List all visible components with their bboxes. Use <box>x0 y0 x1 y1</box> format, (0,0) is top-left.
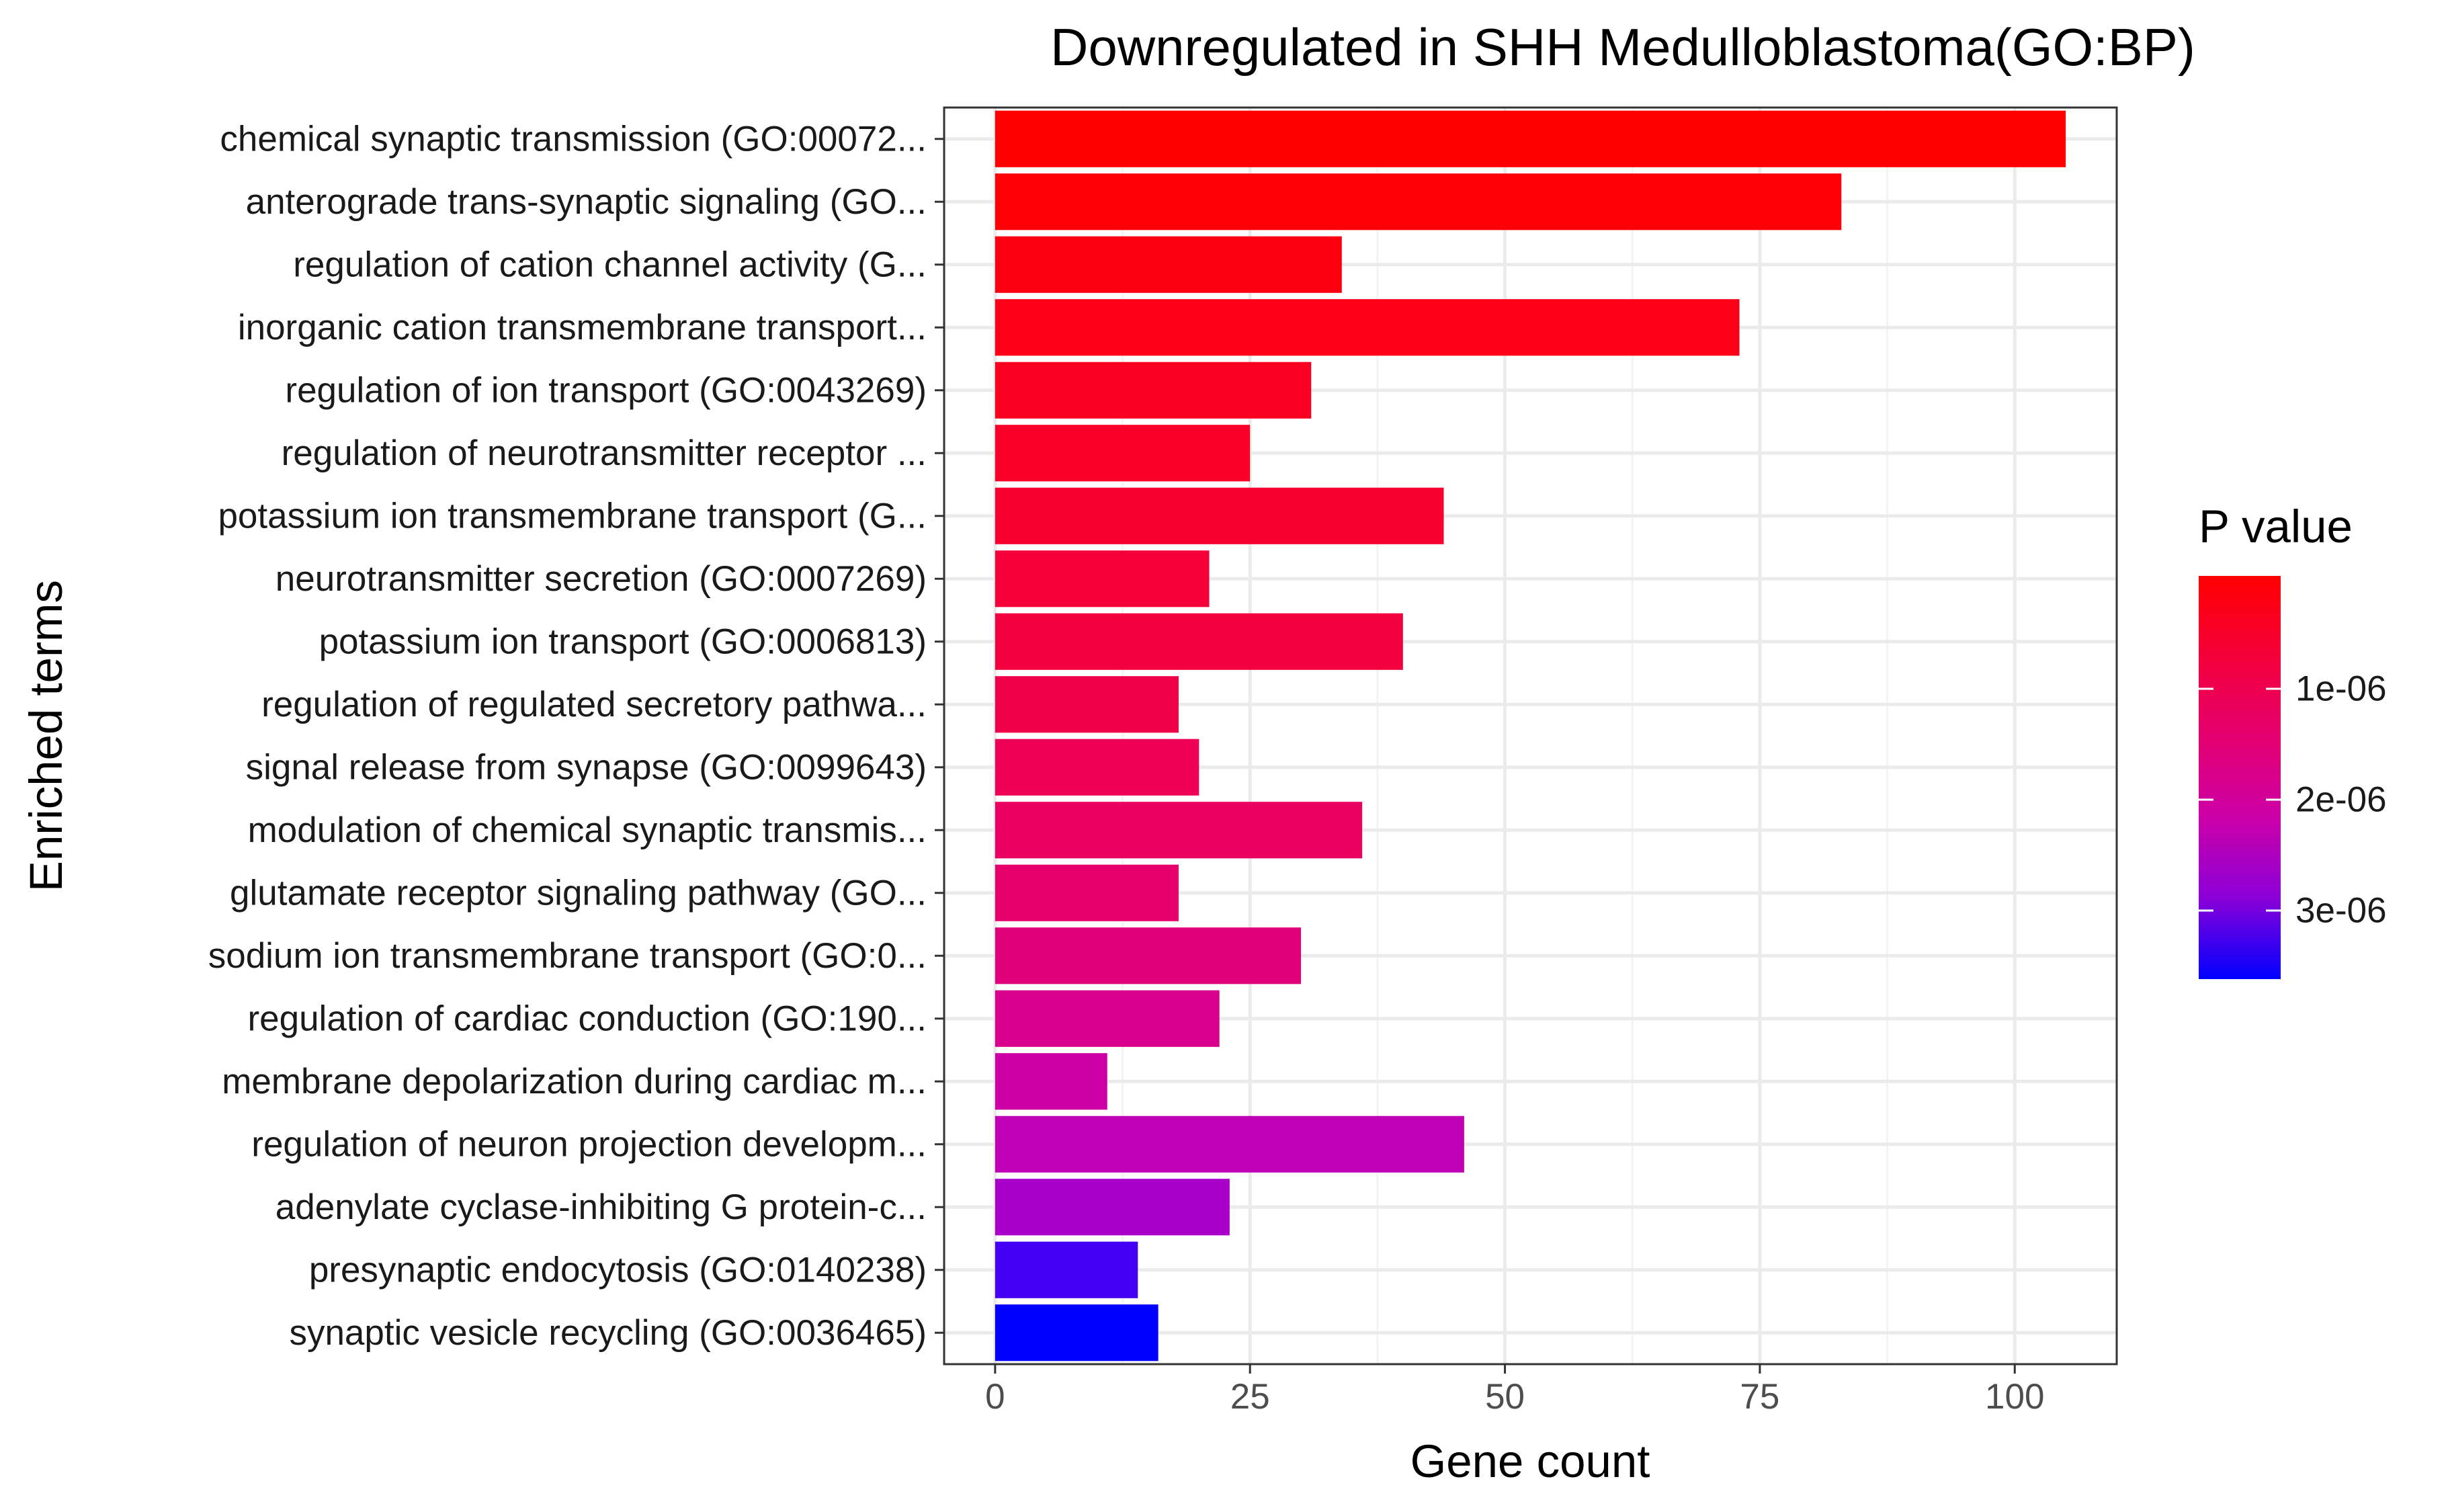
bar <box>995 110 2066 167</box>
x-tick-label: 25 <box>1230 1377 1270 1417</box>
category-label: neurotransmitter secretion (GO:0007269) <box>276 559 927 599</box>
category-label: synaptic vesicle recycling (GO:0036465) <box>289 1313 927 1353</box>
category-label: sodium ion transmembrane transport (GO:0… <box>208 936 927 976</box>
category-label: regulation of neurotransmitter receptor … <box>282 433 927 473</box>
x-axis: 0 25 50 75 100 <box>985 1364 2044 1417</box>
y-axis-title: Enriched terms <box>20 580 72 892</box>
category-label: regulation of regulated secretory pathwa… <box>261 685 927 724</box>
x-tick-label: 100 <box>1985 1377 2044 1417</box>
category-label: membrane depolarization during cardiac m… <box>222 1062 927 1101</box>
x-axis-title: Gene count <box>1410 1435 1650 1487</box>
bar <box>995 425 1251 482</box>
category-label: glutamate receptor signaling pathway (GO… <box>230 873 927 913</box>
legend: P value 1e-06 2e-06 3e-06 <box>2199 501 2387 979</box>
bar <box>995 299 1740 356</box>
category-label: anterograde trans-synaptic signaling (GO… <box>246 182 927 222</box>
category-label: regulation of ion transport (GO:0043269) <box>285 370 927 410</box>
plot-panel <box>944 108 2117 1364</box>
legend-tick-label: 2e-06 <box>2295 780 2387 820</box>
x-tick-label: 75 <box>1740 1377 1779 1417</box>
legend-title: P value <box>2199 501 2353 552</box>
category-label: presynaptic endocytosis (GO:0140238) <box>309 1250 927 1290</box>
bar <box>995 802 1363 859</box>
bar <box>995 676 1179 733</box>
bar <box>995 613 1403 670</box>
bar <box>995 1179 1230 1236</box>
category-label: potassium ion transport (GO:0006813) <box>319 622 927 661</box>
x-tick-label: 50 <box>1485 1377 1525 1417</box>
chart-title: Downregulated in SHH Medulloblastoma(GO:… <box>1050 17 2195 77</box>
bar <box>995 1241 1138 1298</box>
bar <box>995 550 1210 607</box>
bar <box>995 864 1179 921</box>
category-label: regulation of neuron projection developm… <box>251 1124 927 1164</box>
legend-tick-label: 3e-06 <box>2295 891 2387 931</box>
bar <box>995 362 1312 419</box>
legend-ticks: 1e-06 2e-06 3e-06 <box>2199 669 2387 931</box>
x-tick-label: 0 <box>985 1377 1005 1417</box>
category-label: regulation of cardiac conduction (GO:190… <box>247 999 927 1038</box>
bar <box>995 990 1220 1047</box>
category-label: chemical synaptic transmission (GO:00072… <box>220 119 927 159</box>
category-label: regulation of cation channel activity (G… <box>293 245 927 284</box>
plot-border <box>943 106 2118 1366</box>
category-label: modulation of chemical synaptic transmis… <box>248 810 927 850</box>
legend-tick-label: 1e-06 <box>2295 669 2387 709</box>
bar <box>995 173 1842 230</box>
bar <box>995 1304 1158 1361</box>
bar <box>995 927 1302 984</box>
category-label: signal release from synapse (GO:0099643) <box>246 747 927 787</box>
bar <box>995 236 1342 293</box>
category-label: adenylate cyclase-inhibiting G protein-c… <box>276 1187 927 1227</box>
y-axis: chemical synaptic transmission (GO:00072… <box>208 119 944 1353</box>
category-label: inorganic cation transmembrane transport… <box>238 308 927 347</box>
bar <box>995 1053 1107 1110</box>
bar <box>995 1116 1464 1173</box>
bar <box>995 487 1444 544</box>
legend-colorbar <box>2199 576 2281 979</box>
category-label: potassium ion transmembrane transport (G… <box>218 496 927 536</box>
bars <box>995 110 2066 1361</box>
bar <box>995 739 1199 796</box>
